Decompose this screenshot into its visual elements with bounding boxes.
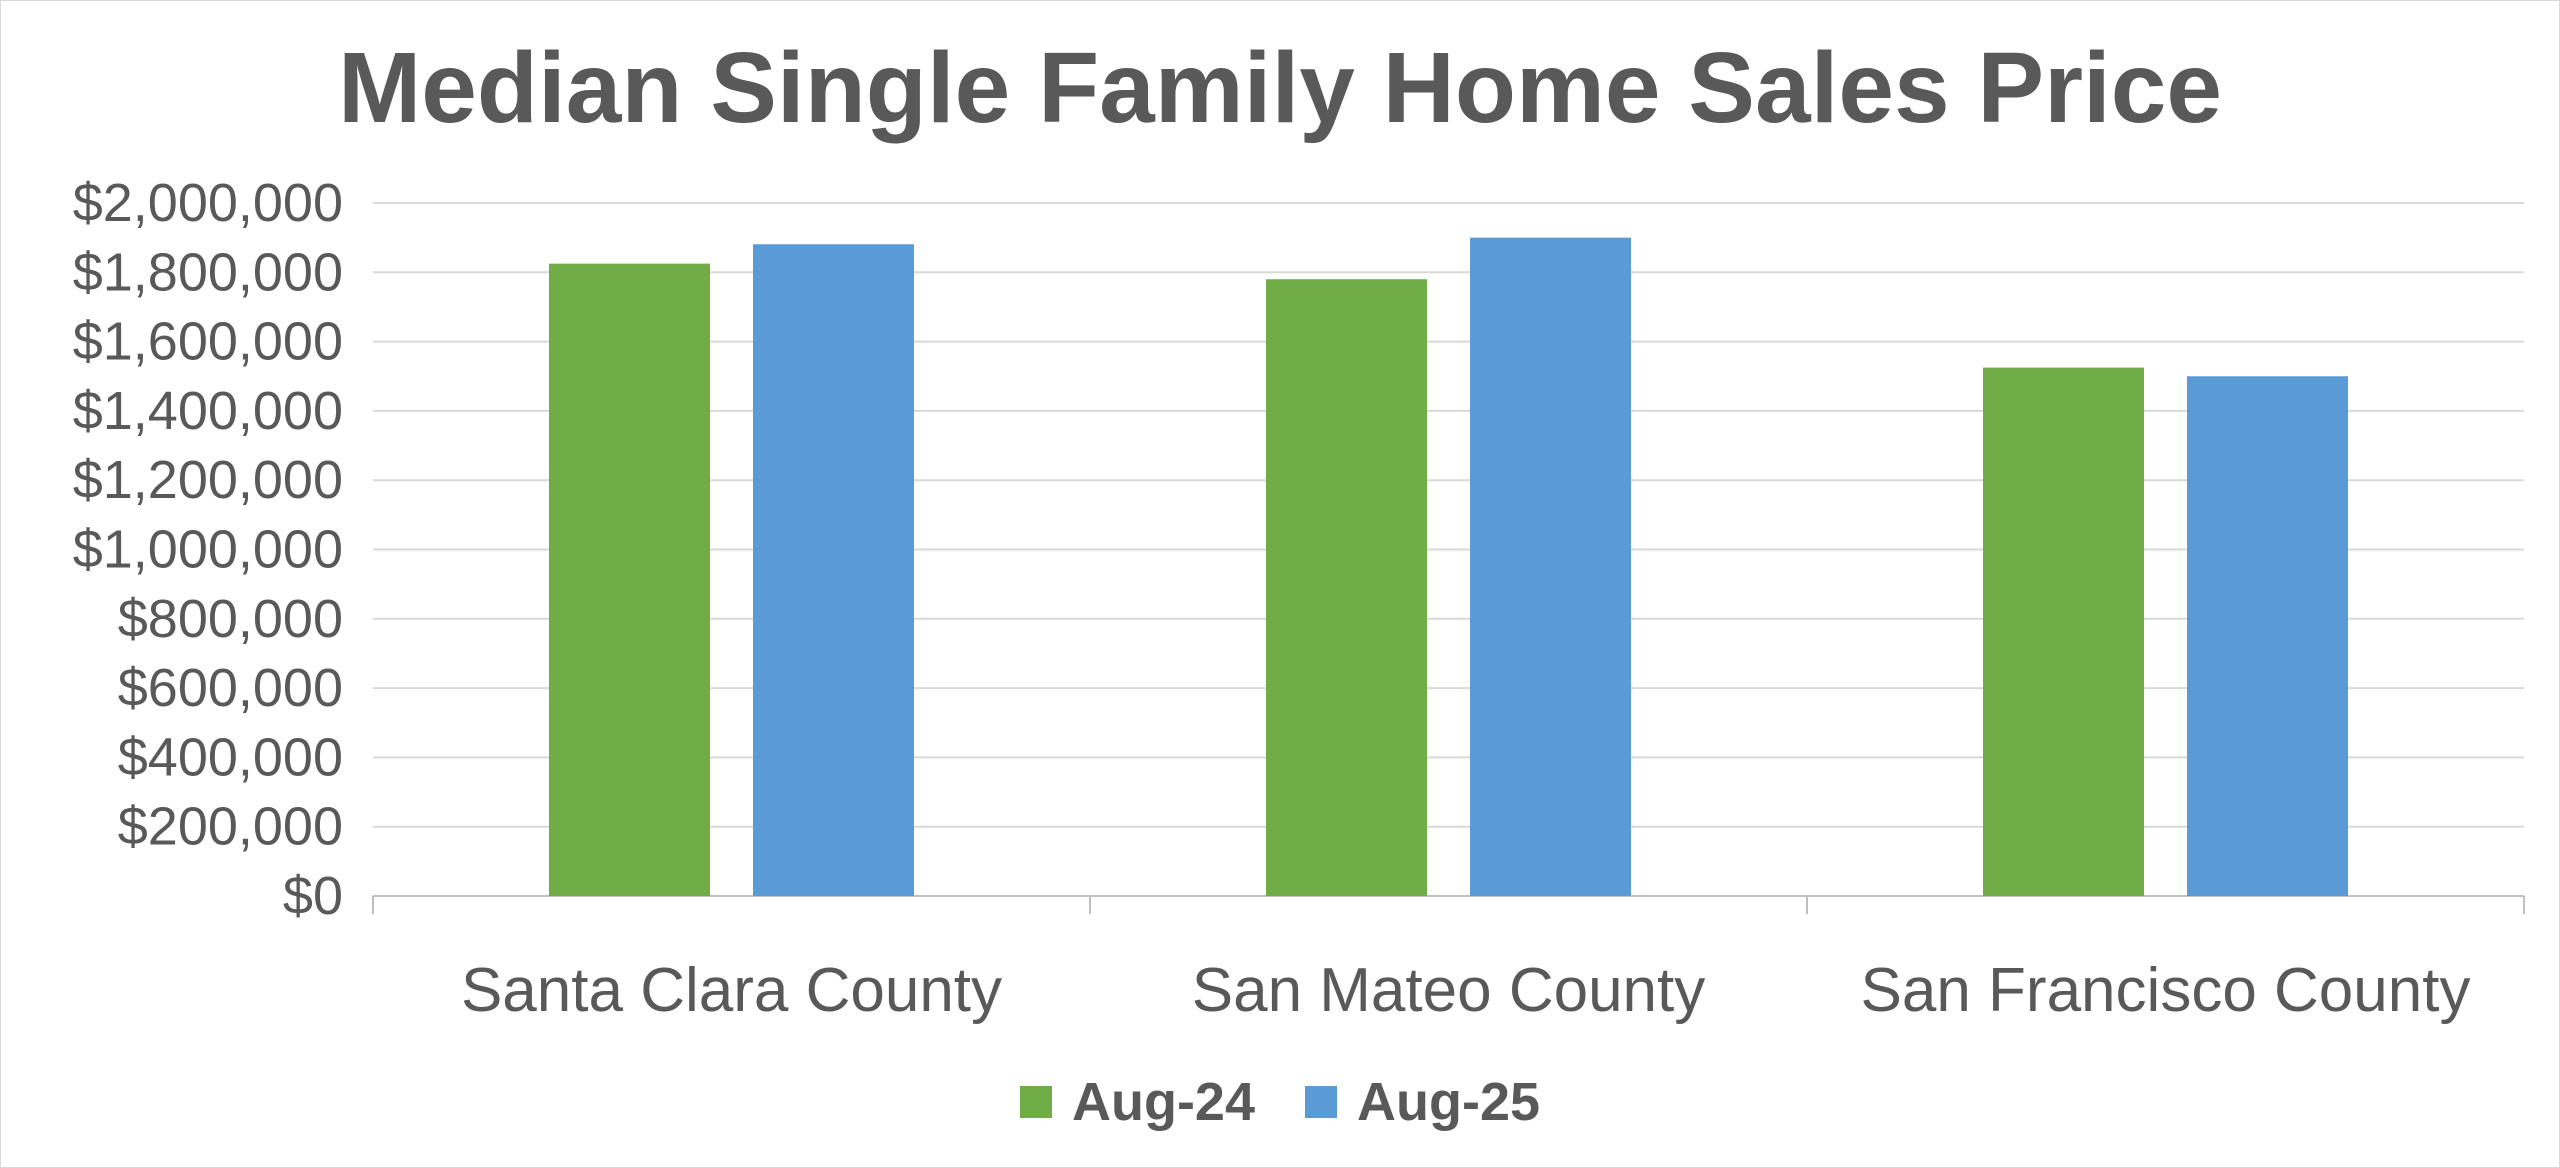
bar-aug-24-san-mateo-county (1266, 279, 1427, 897)
y-tick-label: $1,200,000 (73, 450, 343, 510)
y-tick-label: $1,800,000 (73, 242, 343, 302)
y-tick-label: $400,000 (118, 727, 343, 787)
y-tick-label: $1,000,000 (73, 520, 343, 580)
y-tick-label: $1,400,000 (73, 381, 343, 441)
bar-aug-24-santa-clara-county (549, 263, 710, 896)
x-tick-label: Santa Clara County (461, 956, 1002, 1025)
y-tick-label: $2,000,000 (73, 173, 343, 233)
y-tick-label: $0 (283, 866, 343, 926)
chart-title: Median Single Family Home Sales Price (337, 32, 2223, 144)
legend: Aug-24 Aug-25 (1, 1071, 2559, 1133)
bar-aug-25-santa-clara-county (753, 244, 914, 896)
x-tick-label: San Mateo County (1192, 956, 1706, 1025)
bar-aug-24-san-francisco-county (1983, 367, 2144, 896)
legend-swatch (1019, 1086, 1052, 1118)
y-tick-label: $600,000 (118, 658, 343, 718)
y-tick-label: $800,000 (118, 589, 343, 649)
y-tick-label: $200,000 (118, 797, 343, 857)
legend-swatch (1305, 1086, 1337, 1118)
x-tick-label: San Francisco County (1861, 956, 2471, 1025)
bar-aug-25-san-francisco-county (2187, 376, 2348, 896)
legend-label: Aug-25 (1357, 1072, 1541, 1132)
legend-item-aug-25: Aug-25 (1305, 1071, 1540, 1133)
bar-aug-25-san-mateo-county (1470, 237, 1631, 896)
legend-item-aug-24: Aug-24 (1019, 1071, 1255, 1133)
y-tick-label: $1,600,000 (73, 312, 343, 372)
legend-label: Aug-24 (1071, 1072, 1255, 1132)
